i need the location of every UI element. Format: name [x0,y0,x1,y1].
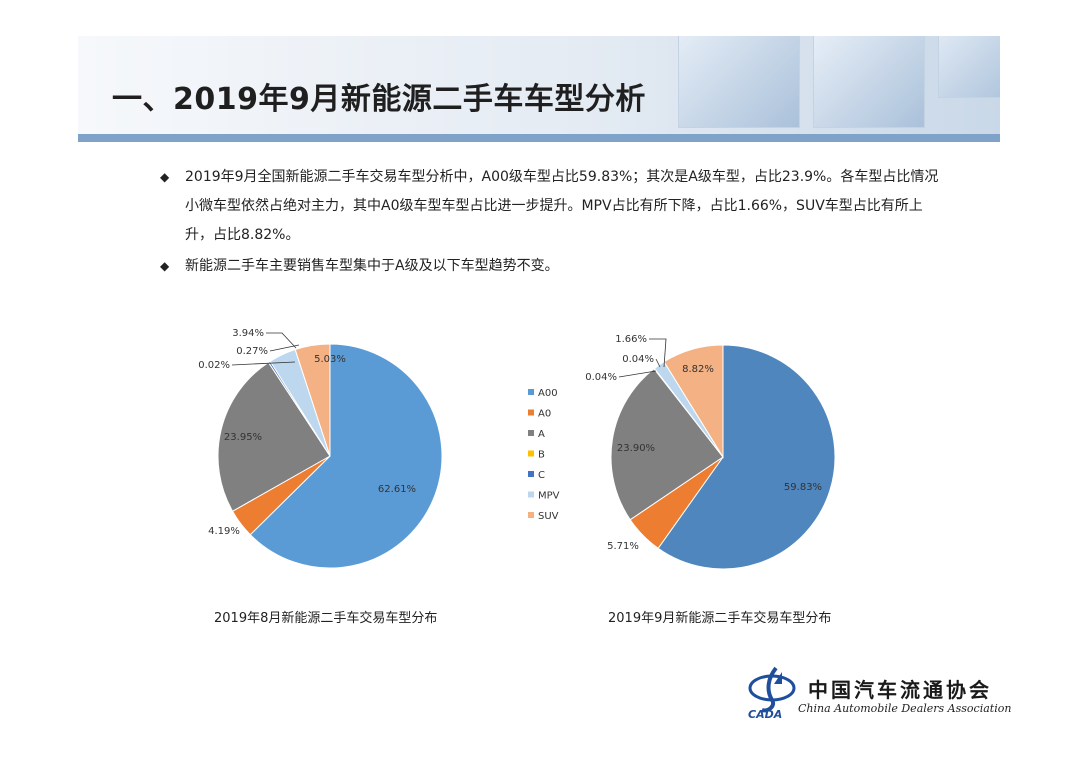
leader-line [231,361,296,366]
legend-swatch [528,491,534,498]
legend-swatch [528,430,534,436]
bullet-item: ◆ 2019年9月全国新能源二手车交易车型分析中，A00级车型占比59.83%；… [160,163,950,250]
pie-slice-a [610,368,724,521]
data-label-b: 0.02% [198,360,230,371]
logo-name-en: China Automobile Dealers Association [798,702,1012,715]
legend-label: MPV [538,491,560,502]
data-label-mpv: 3.94% [232,328,264,339]
header-decor-cube [938,36,1000,98]
chart-title-august: 2019年8月新能源二手车交易车型分布 [214,611,438,626]
legend-label: SUV [538,511,559,522]
data-label-suv: 5.03% [314,354,346,365]
chart-title-september: 2019年9月新能源二手车交易车型分布 [608,611,832,626]
legend-label: A00 [538,388,558,399]
data-label-mpv: 1.66% [615,334,647,345]
leader-line [649,338,667,368]
leader-line [618,370,657,378]
data-label-a00: 62.61% [378,484,416,495]
bullet-text: 新能源二手车主要销售车型集中于A级及以下车型趋势不变。 [185,258,559,274]
pie-slice-suv [294,343,331,457]
data-label-b: 0.04% [585,372,617,383]
diamond-bullet-icon: ◆ [160,259,170,273]
header-decor-cube [678,36,800,128]
bullet-list: ◆ 2019年9月全国新能源二手车交易车型分析中，A00级车型占比59.83%；… [160,163,950,283]
bullet-text: 2019年9月全国新能源二手车交易车型分析中，A00级车型占比59.83%；其次… [185,169,939,243]
page-title: 一、2019年9月新能源二手车车型分析 [112,82,646,117]
cada-abbr: CADA [748,708,782,721]
diamond-bullet-icon: ◆ [160,170,170,184]
legend-swatch [528,389,534,395]
header-banner [78,36,1000,142]
cada-logo: CADA 中国汽车流通协会 China Automobile Dealers A… [742,664,1011,724]
legend-label: C [538,470,545,481]
legend-label: B [538,450,545,461]
logo-name-cn: 中国汽车流通协会 [808,678,992,702]
pie-chart-september: 59.83% 5.71% 23.90% 0.04% 0.04% 1.66% 8.82% [585,334,836,570]
legend-swatch [528,450,534,457]
data-label-a0: 5.71% [607,541,639,552]
legend-label: A [538,429,545,440]
legend-swatch [528,409,534,416]
header-decor-cube [813,36,925,128]
data-label-a: 23.90% [617,443,655,454]
legend-swatch [528,512,534,518]
data-label-c: 0.27% [236,346,268,357]
legend: A00 A0 ABC MPV SUV [528,388,560,522]
pie-chart-august: 62.61% 4.19% 23.95% 0.02% 0.27% 3.94% 5.03% [198,328,443,569]
pie-slice-a [217,361,331,512]
pie-slice-a00 [657,344,836,570]
leader-line [655,358,661,368]
data-label-suv: 8.82% [682,364,714,375]
data-label-a0: 4.19% [208,526,240,537]
pie-slice-a00 [249,343,443,569]
bullet-item: ◆ 新能源二手车主要销售车型集中于A级及以下车型趋势不变。 [160,252,950,281]
data-label-a00: 59.83% [784,482,822,493]
title-underline [78,134,1000,142]
data-label-a: 23.95% [224,432,262,443]
cada-logo-mark: CADA [748,666,796,721]
data-label-c: 0.04% [622,354,654,365]
legend-label: A0 [538,409,551,420]
leader-line [266,332,297,349]
legend-swatch [528,471,534,477]
